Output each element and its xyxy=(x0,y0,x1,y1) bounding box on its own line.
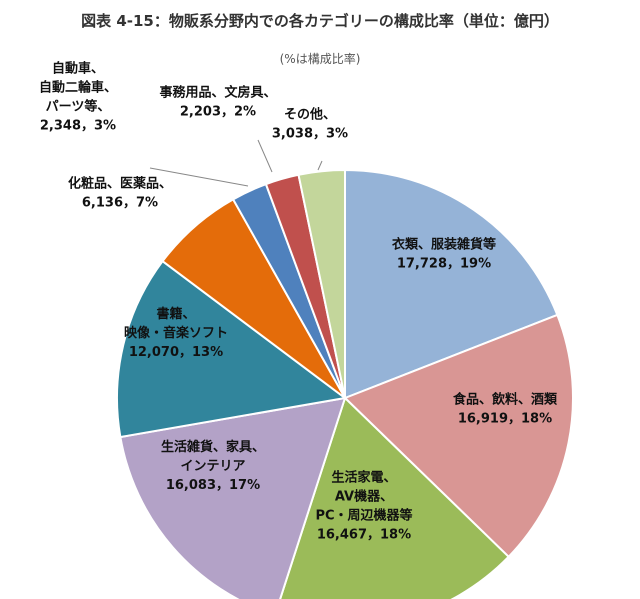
slice-label: その他、 3,038，3% xyxy=(272,107,348,142)
slice-label: 化粧品、医薬品、 6,136，7% xyxy=(68,176,172,211)
chart-title: 図表 4-15：物販系分野内での各カテゴリーの構成比率（単位：億円） xyxy=(81,12,559,30)
slice-label: 生活雑貨、家具、インテリア 16,083，17% xyxy=(161,439,265,493)
pie-slice xyxy=(343,313,574,559)
slice-label: 食品、飲料、酒類 16,919，18% xyxy=(453,392,558,427)
slice-labels: 衣類、服装雑貨等 17,728，19% 食品、飲料、酒類 16,919，18% 生活家電… xyxy=(39,61,558,543)
slice-label: 事務用品、文房具、 2,203，2% xyxy=(159,85,276,120)
leader-line xyxy=(257,139,273,173)
chart-subtitle: (%は構成比率) xyxy=(279,52,361,66)
leader-line xyxy=(317,160,323,171)
pie-slice xyxy=(279,396,511,599)
slice-label: 衣類、服装雑貨等 17,728，19% xyxy=(392,237,496,272)
slice-label: 生活家電、 AV機器、 PC・周辺機器等 16,467，18% xyxy=(315,470,412,543)
pie-slice xyxy=(116,259,348,439)
slice-label: 自動車、自動二輪車、パーツ等、 2,348，3% xyxy=(39,61,117,134)
pie-slice xyxy=(119,396,347,599)
slice-label: 書籍、映像・音楽ソフト 12,070，13% xyxy=(124,306,228,360)
pie-slices xyxy=(116,168,574,599)
pie-slice xyxy=(344,168,559,400)
leader-line xyxy=(149,167,249,187)
leader-lines xyxy=(149,139,323,187)
pie-slice xyxy=(297,168,346,399)
